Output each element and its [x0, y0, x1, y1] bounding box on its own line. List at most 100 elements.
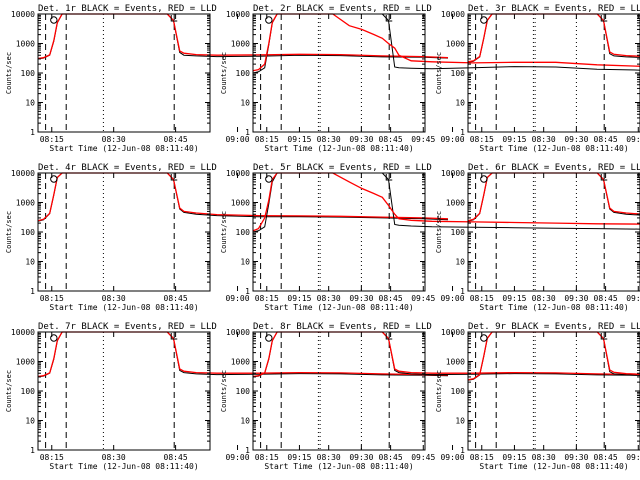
y-tick-label: 1000 — [16, 199, 35, 208]
plot-frame — [252, 331, 426, 451]
y-tick-label: 100 — [21, 228, 36, 237]
chart-panel-4: Det. 4r BLACK = Events, RED = LLD 1 10 100 1… — [5, 163, 449, 312]
y-tick-label: 1 — [460, 446, 465, 455]
y-tick-label: 10 — [240, 417, 250, 426]
x-tick-label: 09:15 — [502, 453, 526, 462]
x-tick-label: 09:00 — [440, 453, 464, 462]
bracket-marker — [385, 174, 393, 181]
y-axis-label: Counts/sec — [220, 52, 228, 94]
y-tick-label: 10 — [455, 99, 465, 108]
y-tick-label: 1 — [30, 128, 35, 137]
x-axis-label: Start Time (12-Jun-08 08:11:40) — [479, 303, 628, 312]
panel-title: Det. 7r BLACK = Events, RED = LLD — [38, 322, 217, 332]
x-tick-label: 08:15 — [40, 294, 64, 303]
plot-frame — [252, 172, 426, 292]
x-axis-label: Start Time (12-Jun-08 08:11:40) — [264, 303, 413, 312]
plot-frame — [467, 172, 640, 292]
panel-title: Det. 4r BLACK = Events, RED = LLD — [38, 163, 217, 173]
x-tick-label: 09:45 — [626, 135, 640, 144]
panel-title: Det. 9r BLACK = Events, RED = LLD — [468, 322, 640, 332]
y-tick-label: 100 — [451, 228, 466, 237]
x-tick-label: 09:30 — [349, 294, 373, 303]
y-tick-label: 100 — [236, 387, 251, 396]
y-tick-label: 1 — [460, 287, 465, 296]
x-tick-label: 08:15 — [255, 453, 279, 462]
y-axis-label: Counts/sec — [220, 370, 228, 412]
y-tick-label: 10 — [25, 99, 35, 108]
x-tick-label: 09:15 — [287, 135, 311, 144]
y-tick-label: 10 — [240, 99, 250, 108]
x-tick-label: 08:45 — [594, 135, 618, 144]
bracket-marker — [600, 174, 608, 181]
panel-title: Det. 6r BLACK = Events, RED = LLD — [468, 163, 640, 173]
x-tick-label: 09:45 — [626, 294, 640, 303]
y-tick-label: 10000 — [11, 328, 35, 337]
x-axis-label: Start Time (12-Jun-08 08:11:40) — [49, 462, 198, 471]
y-tick-label: 100 — [21, 69, 36, 78]
x-tick-label: 08:15 — [40, 135, 64, 144]
chart-panel-8: Det. 8r BLACK = Events, RED = LLD 1 10 100 1… — [220, 322, 640, 471]
x-tick-label: 09:30 — [349, 453, 373, 462]
chart-panel-1: Det. 1r BLACK = Events, RED = LLD 1 10 100 1… — [5, 4, 449, 153]
x-tick-label: 08:15 — [255, 294, 279, 303]
y-tick-label: 100 — [451, 387, 466, 396]
y-tick-label: 10000 — [441, 10, 465, 19]
x-tick-label: 09:30 — [564, 294, 588, 303]
events-series-line — [467, 13, 640, 63]
flare-start-marker — [480, 334, 488, 342]
bracket-marker — [600, 15, 608, 22]
y-tick-label: 10 — [240, 258, 250, 267]
y-tick-label: 10000 — [226, 328, 250, 337]
y-tick-label: 100 — [21, 387, 36, 396]
x-tick-label: 09:45 — [626, 453, 640, 462]
y-tick-label: 10 — [25, 258, 35, 267]
plot-frame — [37, 331, 211, 451]
x-tick-label: 08:45 — [379, 294, 403, 303]
plot-frame — [37, 172, 211, 292]
x-tick-label: 08:30 — [317, 294, 341, 303]
x-tick-label: 08:45 — [379, 453, 403, 462]
lld-series-line — [467, 172, 640, 222]
flare-start-marker — [265, 175, 273, 183]
x-axis-label: Start Time (12-Jun-08 08:11:40) — [49, 144, 198, 153]
y-tick-label: 10000 — [441, 169, 465, 178]
chart-panel-9: Det. 9r BLACK = Events, RED = LLD 1 10 100 1… — [435, 322, 640, 471]
y-tick-label: 1000 — [16, 40, 35, 49]
x-axis-label: Start Time (12-Jun-08 08:11:40) — [479, 144, 628, 153]
y-tick-label: 10000 — [441, 328, 465, 337]
x-tick-label: 09:00 — [440, 294, 464, 303]
x-axis-label: Start Time (12-Jun-08 08:11:40) — [479, 462, 628, 471]
events-series-line — [252, 331, 640, 378]
chart-panel-2: Det. 2r BLACK = Events, RED = LLD 1 10 100 1… — [220, 4, 640, 153]
y-axis-label: Counts/sec — [220, 211, 228, 253]
y-tick-label: 1000 — [446, 358, 465, 367]
x-axis-label: Start Time (12-Jun-08 08:11:40) — [264, 462, 413, 471]
y-axis-label: Counts/sec — [5, 52, 13, 94]
plot-frame — [467, 331, 640, 451]
y-tick-label: 1 — [30, 287, 35, 296]
y-tick-label: 10 — [455, 258, 465, 267]
flare-start-marker — [50, 175, 58, 183]
bracket-marker — [170, 174, 178, 181]
x-tick-label: 09:15 — [287, 453, 311, 462]
x-tick-label: 09:45 — [411, 135, 435, 144]
y-tick-label: 1000 — [446, 40, 465, 49]
panel-title: Det. 5r BLACK = Events, RED = LLD — [253, 163, 432, 173]
x-tick-label: 08:30 — [102, 453, 126, 462]
flare-start-marker — [480, 175, 488, 183]
x-tick-label: 08:45 — [379, 135, 403, 144]
lld-series-line — [467, 13, 640, 63]
bracket-marker — [385, 15, 393, 22]
lld-series-line — [252, 172, 640, 232]
y-axis-label: Counts/sec — [5, 370, 13, 412]
bracket-marker — [170, 333, 178, 340]
x-tick-label: 08:15 — [470, 294, 494, 303]
y-tick-label: 1 — [30, 446, 35, 455]
x-axis-label: Start Time (12-Jun-08 08:11:40) — [49, 303, 198, 312]
x-tick-label: 08:30 — [102, 294, 126, 303]
x-tick-label: 08:30 — [532, 294, 556, 303]
chart-panel-6: Det. 6r BLACK = Events, RED = LLD 1 10 100 1… — [435, 163, 640, 312]
y-tick-label: 10 — [455, 417, 465, 426]
x-tick-label: 08:15 — [40, 453, 64, 462]
x-tick-label: 08:45 — [594, 294, 618, 303]
